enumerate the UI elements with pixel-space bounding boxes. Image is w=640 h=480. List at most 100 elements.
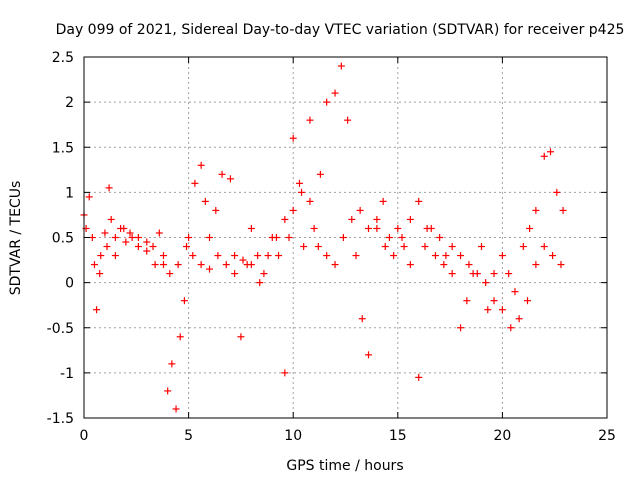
data-point — [151, 261, 159, 269]
y-tick-label: -0.5 — [47, 321, 74, 337]
y-axis-label: SDTVAR / TECUs — [8, 181, 24, 296]
data-point — [206, 265, 214, 273]
data-point — [90, 261, 98, 269]
data-point — [189, 252, 197, 260]
x-tick-label: 0 — [80, 428, 89, 444]
data-point — [358, 315, 366, 323]
data-point — [490, 297, 498, 305]
data-point — [331, 261, 339, 269]
data-point — [442, 252, 450, 260]
data-point — [197, 161, 205, 169]
data-point — [111, 252, 119, 260]
y-tick-label: 0.5 — [52, 231, 74, 247]
x-axis-label: GPS time / hours — [286, 458, 403, 474]
data-point — [197, 261, 205, 269]
x-tick-label: 20 — [493, 428, 511, 444]
data-point — [166, 270, 174, 278]
data-point — [348, 215, 356, 223]
data-point — [155, 229, 163, 237]
data-point — [247, 224, 255, 232]
data-point — [490, 270, 498, 278]
data-point — [559, 206, 567, 214]
data-point — [93, 306, 101, 314]
y-tick-label: -1 — [60, 366, 74, 382]
data-point — [212, 206, 220, 214]
data-point — [477, 243, 485, 251]
data-point — [553, 188, 561, 196]
data-point — [97, 252, 105, 260]
data-point — [524, 297, 532, 305]
data-point — [519, 243, 527, 251]
data-point — [339, 234, 347, 241]
y-tick-label: -1.5 — [47, 411, 74, 427]
data-point — [300, 243, 308, 251]
data-point — [526, 224, 534, 232]
data-point — [394, 224, 402, 232]
data-point — [400, 243, 408, 251]
data-point — [222, 261, 230, 269]
data-point — [295, 179, 303, 187]
y-tick-label: 2 — [65, 95, 74, 111]
data-point — [365, 351, 373, 359]
data-point — [398, 234, 406, 241]
data-point — [218, 170, 226, 178]
data-point — [306, 116, 314, 124]
data-point — [126, 229, 134, 237]
data-point — [498, 252, 506, 260]
data-point — [448, 270, 456, 278]
data-point — [505, 270, 513, 278]
data-point — [356, 206, 364, 214]
data-point — [463, 297, 471, 305]
data-point — [256, 279, 264, 287]
data-point — [323, 98, 331, 106]
data-point — [436, 234, 444, 241]
data-point — [159, 252, 167, 260]
data-point — [96, 270, 104, 278]
data-point — [281, 215, 289, 223]
data-point — [285, 234, 293, 241]
data-point — [385, 234, 393, 241]
data-point — [381, 243, 389, 251]
chart-title: Day 099 of 2021, Sidereal Day-to-day VTE… — [56, 22, 625, 38]
data-point — [306, 197, 314, 205]
data-point — [134, 243, 142, 251]
data-point — [390, 252, 398, 260]
data-point — [415, 373, 423, 381]
x-tick-label: 15 — [389, 428, 407, 444]
data-point — [511, 288, 519, 296]
y-tick-label: 1.5 — [52, 140, 74, 156]
data-point — [532, 206, 540, 214]
data-layer — [80, 62, 567, 413]
data-point — [105, 184, 113, 192]
data-point — [143, 247, 151, 255]
data-point — [231, 270, 239, 278]
y-tick-label: 2.5 — [52, 50, 74, 66]
data-point — [316, 170, 324, 178]
data-point — [310, 224, 318, 232]
data-point — [85, 193, 93, 201]
data-point — [515, 315, 523, 323]
data-point — [482, 279, 490, 287]
data-point — [289, 134, 297, 142]
data-point — [159, 261, 167, 269]
data-point — [122, 238, 130, 246]
data-point — [484, 306, 492, 314]
data-point — [337, 62, 345, 70]
data-point — [103, 243, 111, 251]
data-point — [365, 224, 373, 232]
data-point — [352, 252, 360, 260]
data-point — [111, 234, 119, 241]
data-point — [254, 252, 262, 260]
data-point — [465, 261, 473, 269]
data-point — [206, 234, 214, 241]
data-point — [373, 224, 381, 232]
data-point — [237, 333, 245, 341]
data-point — [101, 229, 109, 237]
data-point — [415, 197, 423, 205]
data-point — [185, 234, 193, 241]
data-point — [201, 197, 209, 205]
data-point — [120, 224, 128, 232]
y-tick-label: 0 — [65, 276, 74, 292]
data-point — [168, 360, 176, 368]
